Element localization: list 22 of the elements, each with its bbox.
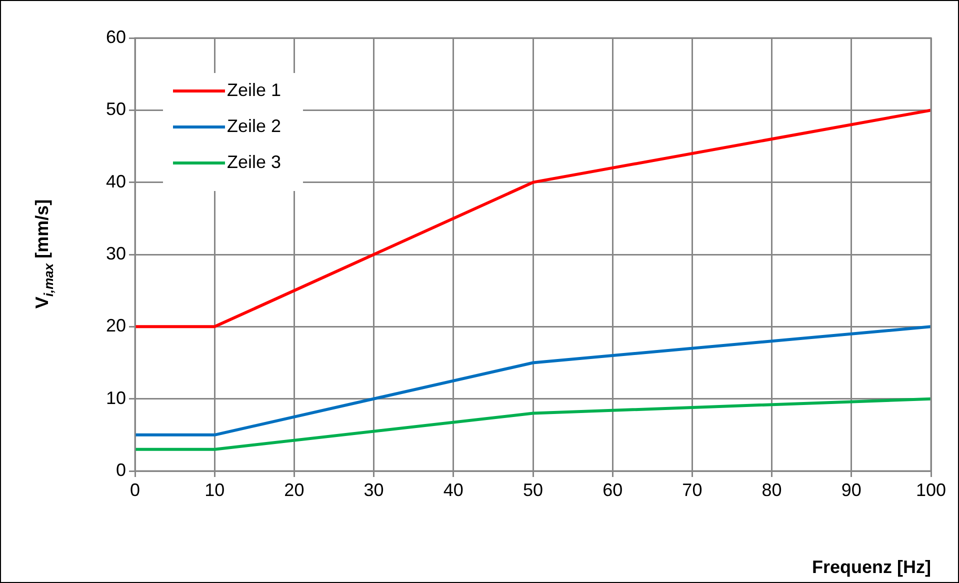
y-tick-label: 0 bbox=[116, 460, 126, 480]
x-tick-label: 10 bbox=[204, 480, 225, 500]
x-tick-label: 80 bbox=[762, 480, 782, 500]
x-tick-label: 60 bbox=[602, 480, 623, 500]
y-tick-label: 40 bbox=[106, 171, 126, 192]
legend-label: Zeile 3 bbox=[227, 152, 282, 172]
x-tick-label: 20 bbox=[284, 480, 304, 500]
y-tick-label: 30 bbox=[106, 243, 126, 264]
legend-label: Zeile 2 bbox=[227, 116, 282, 136]
x-tick-label: 100 bbox=[916, 480, 946, 500]
x-tick-label: 30 bbox=[364, 480, 384, 500]
x-tick-label: 70 bbox=[682, 480, 702, 500]
legend-label: Zeile 1 bbox=[227, 80, 282, 100]
x-tick-label: 40 bbox=[443, 480, 464, 500]
x-tick-label: 90 bbox=[841, 480, 862, 500]
y-tick-label: 20 bbox=[106, 316, 126, 336]
y-tick-label: 10 bbox=[106, 388, 126, 408]
y-tick-label: 50 bbox=[106, 99, 126, 120]
x-tick-label: 0 bbox=[130, 480, 140, 500]
y-tick-label: 60 bbox=[106, 26, 126, 47]
x-axis-title: Frequenz [Hz] bbox=[812, 557, 931, 578]
x-tick-label: 50 bbox=[522, 480, 544, 500]
